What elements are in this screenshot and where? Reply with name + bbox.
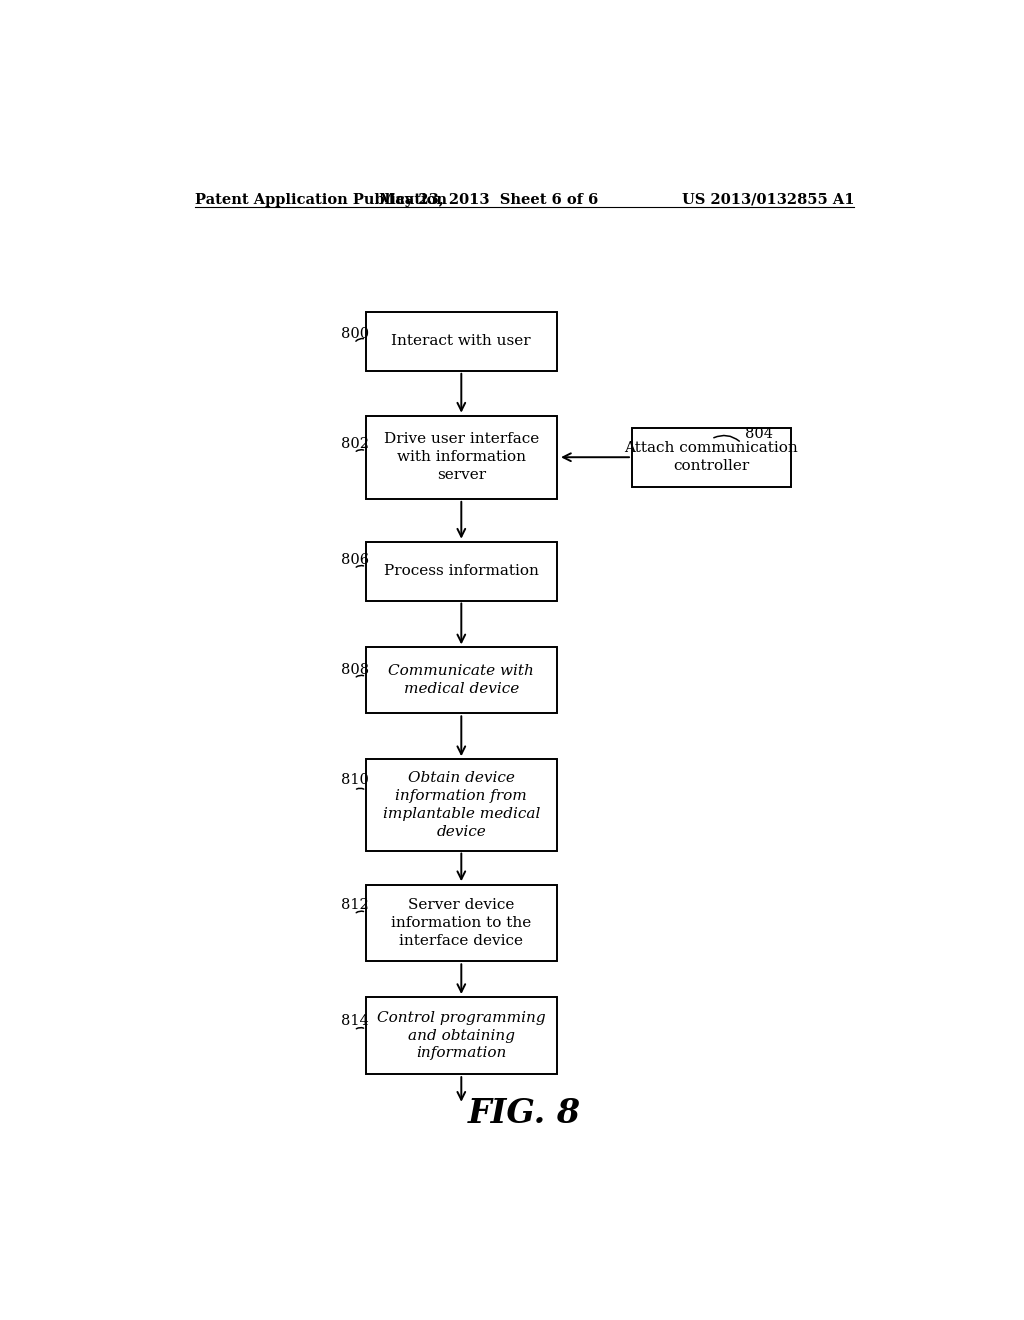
Text: 802: 802: [341, 437, 369, 451]
Text: 806: 806: [341, 553, 369, 566]
FancyBboxPatch shape: [367, 312, 557, 371]
Text: 804: 804: [745, 426, 773, 441]
FancyBboxPatch shape: [367, 759, 557, 850]
Text: 814: 814: [341, 1014, 369, 1028]
Text: Drive user interface
with information
server: Drive user interface with information se…: [384, 433, 539, 482]
FancyBboxPatch shape: [367, 541, 557, 601]
Text: Interact with user: Interact with user: [391, 334, 531, 348]
Text: Communicate with
medical device: Communicate with medical device: [388, 664, 535, 696]
Text: FIG. 8: FIG. 8: [468, 1097, 582, 1130]
Text: Server device
information to the
interface device: Server device information to the interfa…: [391, 898, 531, 948]
FancyBboxPatch shape: [367, 647, 557, 713]
Text: Patent Application Publication: Patent Application Publication: [196, 193, 447, 207]
Text: May 23, 2013  Sheet 6 of 6: May 23, 2013 Sheet 6 of 6: [380, 193, 599, 207]
FancyBboxPatch shape: [367, 998, 557, 1073]
Text: 810: 810: [341, 774, 369, 787]
Text: 800: 800: [341, 327, 369, 341]
Text: US 2013/0132855 A1: US 2013/0132855 A1: [682, 193, 854, 207]
FancyBboxPatch shape: [367, 416, 557, 499]
Text: 812: 812: [341, 899, 369, 912]
Text: Attach communication
controller: Attach communication controller: [625, 441, 798, 473]
FancyBboxPatch shape: [367, 884, 557, 961]
Text: Process information: Process information: [384, 564, 539, 578]
FancyBboxPatch shape: [632, 428, 791, 487]
Text: Control programming
and obtaining
information: Control programming and obtaining inform…: [377, 1011, 546, 1060]
Text: Obtain device
information from
implantable medical
device: Obtain device information from implantab…: [383, 771, 540, 838]
Text: 808: 808: [341, 663, 369, 677]
